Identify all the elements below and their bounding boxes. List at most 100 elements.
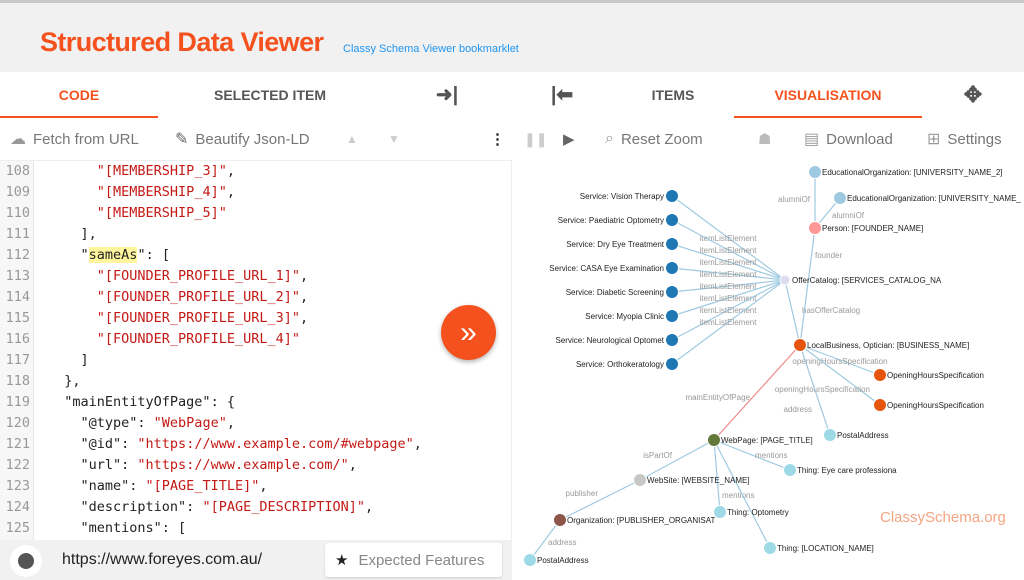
graph-node[interactable]	[808, 165, 822, 179]
bookmarklet-link[interactable]: Classy Schema Viewer bookmarklet	[343, 43, 519, 55]
graph-node[interactable]	[707, 433, 721, 447]
expand-forward-button[interactable]: »	[441, 305, 496, 360]
code-token: sameAs	[88, 247, 138, 263]
graph-node[interactable]	[665, 261, 679, 275]
node-label: LocalBusiness, Optician: [BUSINESS_NAME]	[807, 341, 969, 350]
code-token: "mainEntityOfPage": {	[64, 394, 235, 410]
settings-button[interactable]: ⊞ Settings	[927, 129, 1002, 149]
bottom-bar: https://www.foreyes.com.au/ ★ Expected Fe…	[0, 540, 512, 580]
node-label: EducationalOrganization: [UNIVERSITY_NAM…	[847, 194, 1021, 203]
line-number: 120	[5, 415, 30, 431]
right-tabs: |⬅ ITEMS VISUALISATION ✥	[512, 72, 1024, 118]
code-token: ,	[299, 289, 309, 305]
graph-node[interactable]	[763, 541, 777, 555]
node-label: Service: Vision Therapy	[580, 192, 664, 201]
code-token: "https://www.example.com/#webpage"	[137, 436, 414, 452]
beautify-label: Beautify Json-LD	[195, 130, 310, 148]
graph-edge	[671, 219, 786, 281]
vis-toolbar: ❚❚ ▶ ⌕ Reset Zoom ☗ ▤ Download ⊞ Settings	[512, 118, 1024, 160]
graph-node[interactable]	[823, 428, 837, 442]
graph-edge	[639, 439, 715, 481]
code-token: "	[80, 247, 89, 263]
collapse-right-icon[interactable]: ➜|	[435, 84, 459, 106]
graph-node[interactable]	[665, 285, 679, 299]
code-token: "[MEMBERSHIP_3]"	[96, 163, 227, 179]
line-number: 118	[5, 373, 30, 389]
expected-features-label: Expected Features	[358, 551, 485, 569]
code-token: ,	[365, 499, 374, 515]
code-token: ,	[348, 457, 357, 473]
code-token: ,	[226, 163, 235, 179]
expected-features-button[interactable]: ★ Expected Features	[325, 543, 502, 577]
graph-node[interactable]	[793, 338, 807, 352]
edge-label: itemListElement	[700, 318, 758, 327]
code-token: "[PAGE_DESCRIPTION]"	[202, 499, 365, 515]
graph-node[interactable]	[783, 463, 797, 477]
code-toolbar: ☁ Fetch from URL ✎ Beautify Json-LD ▲ ▼ ⋮	[0, 118, 512, 160]
invader-icon[interactable]: ☗	[758, 131, 772, 148]
line-number: 114	[5, 289, 30, 305]
code-line: 123 "name": "[PAGE_TITLE]",	[0, 476, 268, 497]
code-editor[interactable]: 108 "[MEMBERSHIP_3]", 109 "[MEMBERSHIP_4]…	[0, 160, 512, 540]
play-button[interactable]: ▶	[563, 131, 575, 148]
node-label: Service: Neurological Optomet	[556, 336, 665, 345]
graph-node[interactable]	[665, 357, 679, 371]
previous-button[interactable]: ▲	[346, 132, 358, 146]
edge-label: openingHoursSpecification	[792, 357, 887, 366]
node-label: EducationalOrganization: [UNIVERSITY_NAM…	[822, 168, 1003, 177]
pause-button[interactable]: ❚❚	[524, 130, 548, 147]
code-token: ,	[226, 184, 235, 200]
graph-node[interactable]	[665, 237, 679, 251]
line-number: 121	[5, 436, 30, 452]
line-number: 108	[5, 163, 30, 179]
graph-node[interactable]	[665, 309, 679, 323]
graph-node[interactable]	[523, 553, 537, 567]
edge-label: isPartOf	[643, 451, 673, 460]
code-token: "[PAGE_TITLE]"	[145, 478, 260, 494]
more-menu-icon[interactable]: ⋮	[490, 131, 505, 148]
line-gutter	[0, 161, 34, 540]
graph-node[interactable]	[713, 505, 727, 519]
edge-label: alumniOf	[832, 211, 865, 220]
graph-node[interactable]	[633, 473, 647, 487]
edge-label: mentions	[755, 451, 787, 460]
edge-label: itemListElement	[700, 294, 758, 303]
tab-visualisation[interactable]: VISUALISATION	[734, 72, 922, 118]
edge-label: openingHoursSpecification	[775, 385, 870, 394]
graph-edge	[671, 279, 786, 293]
graph-node[interactable]	[808, 221, 822, 235]
fetch-url-button[interactable]: ☁ Fetch from URL	[10, 129, 139, 149]
graph-node[interactable]	[553, 513, 567, 527]
beautify-button[interactable]: ✎ Beautify Json-LD	[175, 129, 310, 149]
node-label: WebSite: [WEBSITE_NAME]	[647, 476, 750, 485]
tab-selected-item[interactable]: SELECTED ITEM	[213, 87, 326, 103]
tab-items[interactable]: ITEMS	[651, 87, 695, 103]
graph-node[interactable]	[665, 189, 679, 203]
code-line: 125 "mentions": [	[0, 518, 187, 539]
code-line: 110 "[MEMBERSHIP_5]"	[0, 203, 227, 224]
graph-node[interactable]	[873, 368, 887, 382]
graph-node[interactable]	[873, 398, 887, 412]
next-button[interactable]: ▼	[388, 132, 400, 146]
move-arrows-icon[interactable]: ✥	[963, 82, 983, 107]
code-line: 114 "[FOUNDER_PROFILE_URL_2]",	[0, 287, 309, 308]
graph-node[interactable]	[665, 333, 679, 347]
reset-zoom-button[interactable]: ⌕ Reset Zoom	[605, 130, 703, 148]
tab-code[interactable]: CODE	[0, 72, 158, 118]
collapse-left-icon[interactable]: |⬅	[550, 84, 574, 106]
graph-edge	[671, 243, 786, 281]
graph-edge	[671, 267, 786, 281]
edge-label: itemListElement	[700, 234, 758, 243]
code-token: "https://www.example.com/"	[137, 457, 349, 473]
graph-node[interactable]	[779, 274, 791, 286]
graph-visualisation[interactable]: ClassySchema.org itemListElement itemListE…	[512, 160, 1024, 580]
double-chevron-right-icon: »	[460, 315, 477, 349]
code-line: 113 "[FOUNDER_PROFILE_URL_1]",	[0, 266, 309, 287]
graph-node[interactable]	[833, 191, 847, 205]
download-button[interactable]: ▤ Download	[804, 129, 893, 149]
graph-node[interactable]	[665, 213, 679, 227]
line-number: 116	[5, 331, 30, 347]
code-line: 120 "@type": "WebPage",	[0, 413, 235, 434]
star-sparkle-icon: ★	[335, 552, 349, 569]
node-label: Thing: Optometry	[727, 508, 789, 517]
